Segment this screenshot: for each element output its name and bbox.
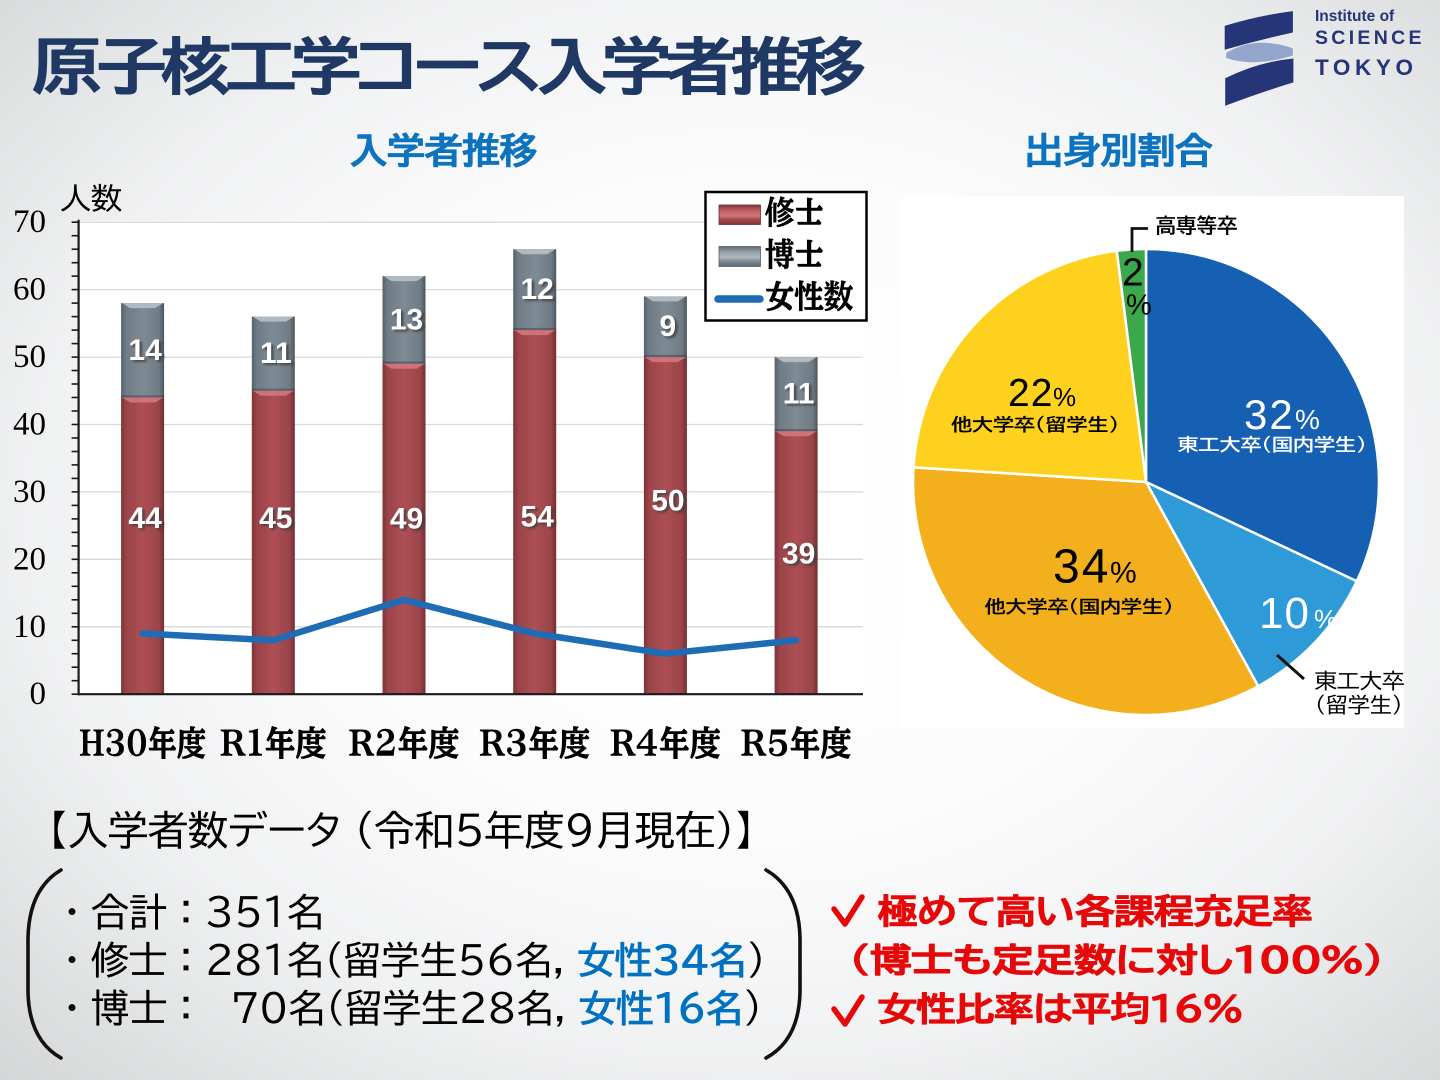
svg-text:13: 13	[392, 306, 425, 339]
svg-text:40: 40	[13, 407, 46, 443]
svg-text:11: 11	[262, 339, 294, 372]
svg-text:13: 13	[390, 304, 423, 337]
svg-text:SCIENCE: SCIENCE	[1315, 27, 1425, 49]
svg-text:12: 12	[521, 273, 554, 306]
svg-text:50: 50	[654, 487, 687, 520]
svg-text:12: 12	[523, 275, 556, 308]
svg-text:30: 30	[13, 474, 46, 510]
svg-text:34: 34	[1053, 541, 1110, 594]
svg-text:11: 11	[260, 337, 292, 370]
svg-text:9: 9	[662, 312, 679, 345]
svg-text:10: 10	[1259, 589, 1310, 638]
svg-text:11: 11	[783, 378, 815, 411]
svg-text:70: 70	[13, 204, 46, 240]
svg-text:%: %	[1110, 557, 1137, 590]
svg-text:11: 11	[785, 380, 817, 413]
svg-text:Institute of: Institute of	[1315, 8, 1395, 25]
svg-text:39: 39	[784, 540, 817, 573]
svg-text:54: 54	[521, 501, 555, 534]
svg-text:45: 45	[259, 502, 292, 535]
svg-text:44: 44	[128, 502, 162, 535]
svg-text:%: %	[1295, 404, 1320, 435]
svg-text:9: 9	[660, 310, 677, 343]
svg-text:%: %	[1053, 382, 1076, 412]
svg-text:50: 50	[651, 485, 684, 518]
svg-text:TOKYO: TOKYO	[1315, 55, 1418, 80]
svg-text:60: 60	[13, 272, 46, 308]
svg-text:50: 50	[13, 339, 46, 375]
svg-text:22: 22	[1008, 372, 1053, 415]
svg-text:14: 14	[128, 334, 162, 367]
svg-text:14: 14	[131, 336, 165, 369]
svg-text:20: 20	[13, 541, 46, 577]
svg-text:49: 49	[392, 505, 425, 538]
svg-text:45: 45	[262, 504, 295, 537]
svg-text:0: 0	[30, 676, 47, 712]
svg-text:49: 49	[390, 503, 423, 536]
svg-text:2: 2	[1122, 252, 1144, 295]
svg-text:32: 32	[1244, 391, 1295, 438]
svg-text:54: 54	[523, 503, 557, 536]
svg-text:44: 44	[131, 504, 165, 537]
svg-text:10: 10	[13, 609, 46, 645]
svg-text:%: %	[1314, 604, 1337, 634]
svg-text:%: %	[1126, 290, 1152, 322]
svg-text:39: 39	[782, 538, 815, 571]
